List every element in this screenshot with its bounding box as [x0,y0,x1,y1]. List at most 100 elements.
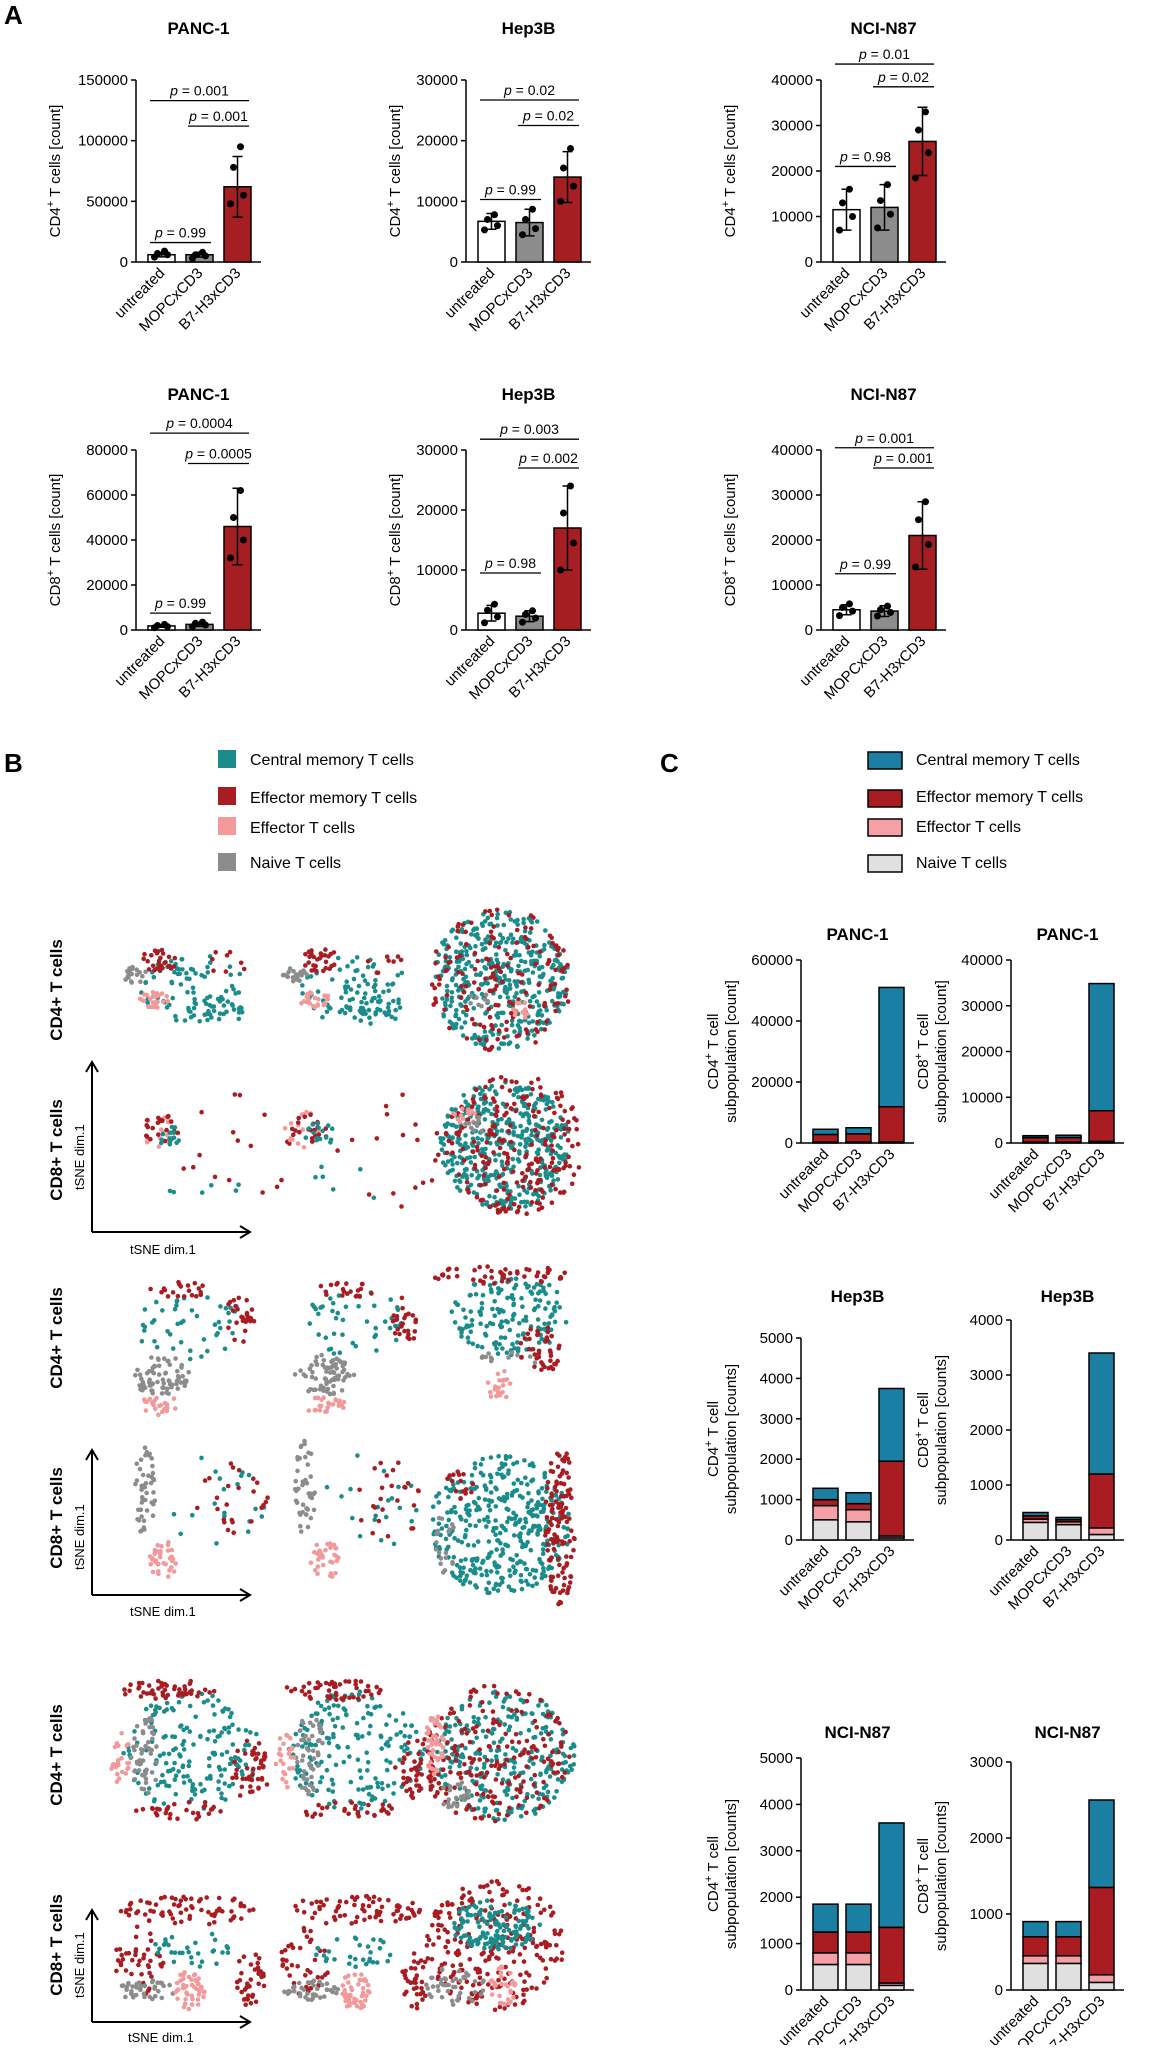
tsne-hep-cd8-b7-dot [497,1496,502,1501]
tsne-panc-cd4-b7-dot [455,955,460,960]
tsne-hep-cd8-untreated-dot [231,1465,236,1470]
tsne-hep-cd8-untreated-dot [230,1518,235,1523]
tsne-hep-cd4-b7-dot [555,1359,560,1364]
panel-label-a: A [4,0,23,30]
tsne-panc-cd4-mopc-dot [385,982,390,987]
legend-b-central: Central memory T cells [250,752,414,769]
chart-10-stack-1-3 [1056,1517,1081,1519]
chart-6-pvalue-0: p = 0.99 [839,556,891,572]
tsne-hep-cd4-mopc-dot [313,1388,318,1393]
chart-8-ytick-label-4: 40000 [961,952,1003,969]
tsne-hep-cd4-mopc-dot [406,1329,411,1334]
tsne-panc-cd8-b7-dot [484,1155,489,1160]
tsne-hep-cd4-b7-dot [469,1329,474,1334]
tsne-nci-cd4-mopc-dot [379,1746,384,1751]
tsne-hep-cd4-b7-dot [480,1345,485,1350]
tsne-panc-cd8-b7-dot [480,1088,485,1093]
tsne-nci-cd4-mopc [274,1679,436,1819]
tsne-nci-cd4-mopc-dot [414,1778,419,1783]
tsne-hep-cd4-untreated-dot [173,1356,178,1361]
chart-1-point-0-2 [154,250,161,257]
tsne-panc-cd8-b7-dot [450,1150,455,1155]
tsne-hep-cd4-mopc-dot [369,1291,374,1296]
legend-b: Central memory T cells Effector memory T… [218,750,417,872]
tsne-hep-cd4-mopc-dot [395,1327,400,1332]
chart-7-ytick-label-2: 40000 [751,1013,793,1030]
tsne-nci-cd4-b7-dot [549,1737,554,1742]
tsne-hep-cd8-mopc-dot [320,1555,325,1560]
tsne-panc-cd8-b7-dot [529,1081,534,1086]
tsne-panc-cd8-b7-dot [496,1202,501,1207]
tsne-hep-cd4-mopc-dot [319,1353,324,1358]
tsne-hep-cd8-b7-dot [520,1587,525,1592]
tsne-nci-cd4-untreated-dot [234,1768,239,1773]
tsne-hep-cd4-untreated-dot [199,1293,204,1298]
tsne-panc-cd4-b7-dot [496,1011,501,1016]
tsne-hep-cd8-b7-dot [534,1581,539,1586]
tsne-panc-cd4-b7-dot [474,1041,479,1046]
tsne-panc-cd4-untreated-dot [189,967,194,972]
chart-3-point-2-0 [912,174,919,181]
tsne-nci-cd4-mopc-dot [302,1685,307,1690]
tsne-hep-cd4-untreated-dot [248,1319,253,1324]
tsne-nci-cd4-mopc-dot [412,1759,417,1764]
tsne-panc-cd8-b7-dot [509,1106,514,1111]
tsne-panc-cd4-b7-dot [535,919,540,924]
tsne-hep-cd4-b7-dot [514,1283,519,1288]
tsne-hep-cd8-b7-dot [451,1472,456,1477]
tsne-panc-cd4-mopc-dot [386,958,391,963]
chart-3-point-2-1 [925,149,932,156]
tsne-nci-cd4-b7-dot [461,1755,466,1760]
tsne-panc-cd4-b7-dot [464,1013,469,1018]
tsne-panc-cd8-b7-dot [534,1158,539,1163]
tsne-nci-cd4-untreated-dot [232,1759,237,1764]
tsne-panc-cd4-mopc-dot [359,1000,364,1005]
tsne-panc-cd4-b7-dot [449,999,454,1004]
tsne-panc-cd4-b7-dot [448,1019,453,1024]
tsne-panc-cd4-mopc-dot [389,1015,394,1020]
chart-9-stack-1-1 [846,1510,871,1522]
tsne-panc-cd8-b7-dot [516,1134,521,1139]
tsne-hep-cd4-mopc-dot [327,1347,332,1352]
tsne-hep-cd8-b7-dot [525,1505,530,1510]
tsne-panc-cd8-b7-dot [487,1087,492,1092]
chart-6-point-1-1 [887,609,894,616]
tsne-hep-cd4-untreated-dot [155,1345,160,1350]
tsne-hep-cd8-b7-dot [486,1520,491,1525]
tsne-panc-cd8-untreated-dot [213,1175,218,1180]
tsne-hep-cd4-b7-dot [511,1297,516,1302]
tsne-nci-cd4-mopc-dot [320,1775,325,1780]
tsne-nci-cd4-b7-dot [469,1773,474,1778]
tsne-panc-cd4-untreated-dot [205,1018,210,1023]
tsne-nci-cd4-mopc-dot [367,1731,372,1736]
tsne-nci-cd4-untreated-dot [135,1761,140,1766]
tsne-panc-cd8-mopc-dot [289,1121,294,1126]
tsne-hep-cd8-untreated-dot [190,1513,195,1518]
tsne-panc-cd8-b7-dot [455,1161,460,1166]
tsne-panc-cd4-mopc-dot [307,954,312,959]
tsne-panc-cd4-b7-dot [459,995,464,1000]
tsne-panc-cd4-b7-dot [561,1002,566,1007]
tsne-nci-cd4-untreated-dot [226,1707,231,1712]
tsne-hep-cd4-b7-dot [524,1267,529,1272]
chart-9-ytick-label-0: 0 [785,1532,793,1549]
tsne-panc-cd4-b7-dot [532,1033,537,1038]
tsne-hep-cd8-b7-dot [477,1496,482,1501]
tsne-panc-cd8-b7-dot [506,1156,511,1161]
tsne-hep-cd8-b7-dot [441,1570,446,1575]
tsne-hep-cd4-b7-dot [546,1366,551,1371]
tsne-panc-cd8-b7-dot [563,1160,568,1165]
tsne-panc-cd8-mopc-dot [413,1122,418,1127]
tsne-panc-cd8-b7-dot [530,1087,535,1092]
tsne-nci-cd4-untreated-dot [225,1750,230,1755]
legend-b-swatch-effector [218,817,236,835]
tsne-nci-cd4-b7-dot [489,1758,494,1763]
tsne-panc-cd4-untreated-dot [232,1007,237,1012]
tsne-nci-cd4-mopc-dot [325,1805,330,1810]
tsne-hep-cd4-mopc-dot [321,1395,326,1400]
tsne-hep-cd8-b7-dot [444,1524,449,1529]
tsne-hep-cd4-b7-dot [499,1271,504,1276]
tsne-panc-cd8-b7-dot [550,1133,555,1138]
tsne-nci-cd4-mopc-dot [310,1734,315,1739]
tsne-panc-cd4-untreated-dot [210,957,215,962]
